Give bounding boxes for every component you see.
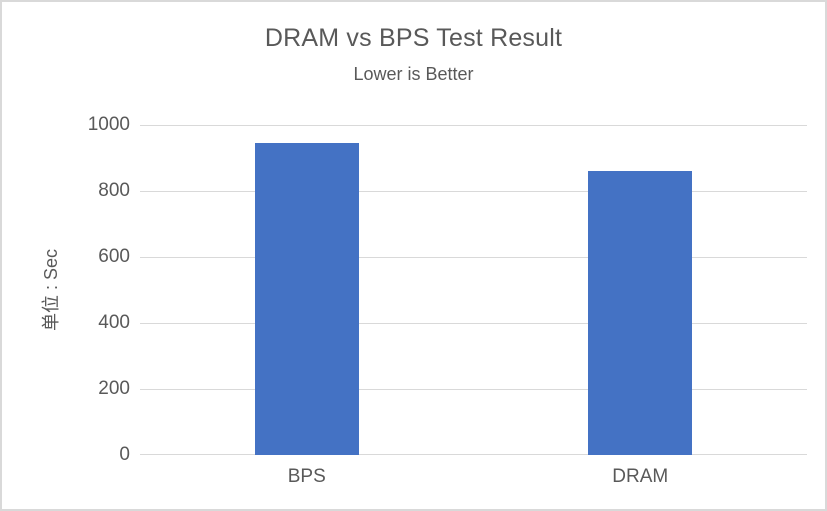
bar-dram xyxy=(588,170,693,455)
y-tick-label-1000: 1000 xyxy=(87,114,130,135)
x-category-label-dram: DRAM xyxy=(612,466,669,487)
gridline-400 xyxy=(140,323,807,324)
chart-subtitle: Lower is Better xyxy=(353,64,474,84)
gridline-800 xyxy=(140,191,807,192)
y-tick-label-800: 800 xyxy=(98,180,130,201)
gridline-1000 xyxy=(140,125,807,126)
y-tick-label-0: 0 xyxy=(119,444,130,465)
gridline-600 xyxy=(140,257,807,258)
y-tick-label-600: 600 xyxy=(98,246,130,267)
plot-area xyxy=(140,125,807,455)
x-axis-line xyxy=(140,454,807,455)
gridline-200 xyxy=(140,389,807,390)
y-tick-label-200: 200 xyxy=(98,378,130,399)
x-category-label-bps: BPS xyxy=(287,466,326,487)
bar-bps xyxy=(254,143,359,455)
y-tick-label-400: 400 xyxy=(98,312,130,333)
chart-title: DRAM vs BPS Test Result xyxy=(264,24,563,52)
